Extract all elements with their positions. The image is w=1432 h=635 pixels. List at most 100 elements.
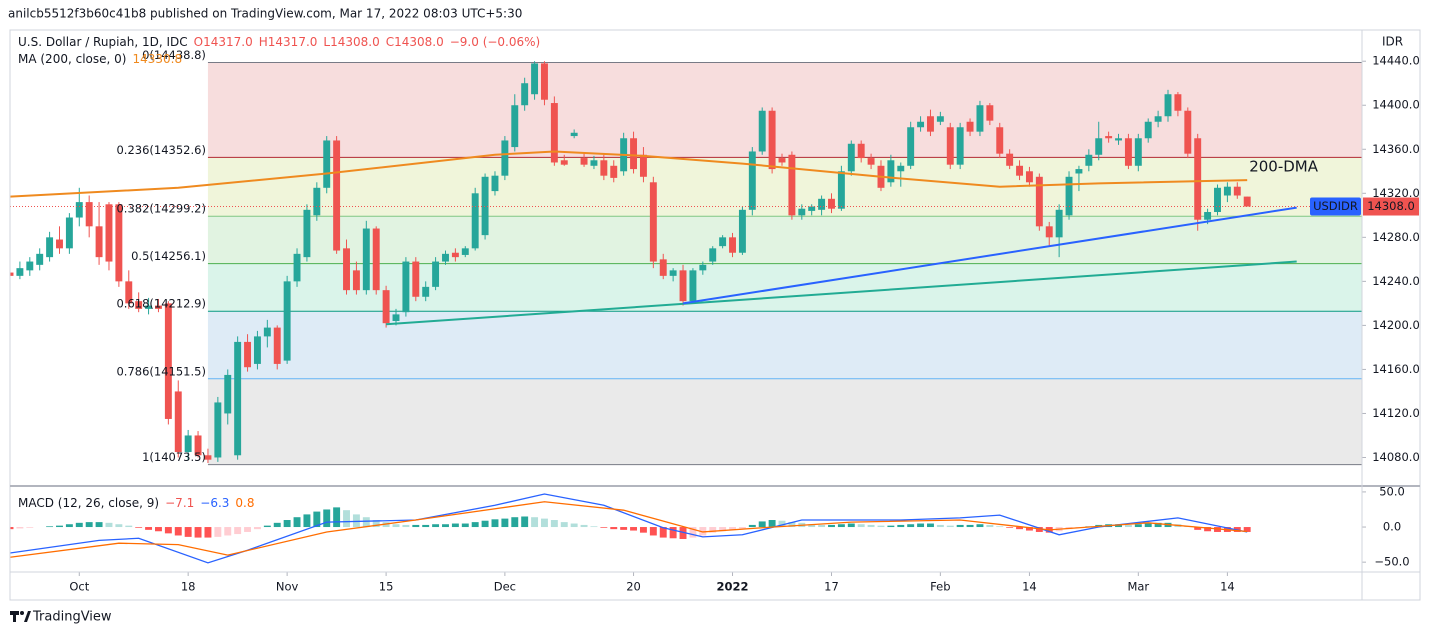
candle-body [85, 202, 93, 227]
histogram-bar [184, 527, 192, 537]
histogram-bar [1016, 527, 1024, 530]
fib-band [207, 311, 1362, 379]
candle-body [1115, 138, 1122, 141]
symbol-legend: U.S. Dollar / Rupiah, 1D, IDC O14317.0 H14… [18, 35, 540, 49]
histogram-bar [659, 527, 667, 538]
ma-value: 14330.8 [132, 52, 182, 66]
candle-body [1204, 212, 1212, 220]
histogram-bar [224, 527, 232, 536]
signal-line [10, 501, 1248, 558]
histogram-bar [244, 527, 252, 532]
candle-body [214, 402, 222, 458]
candle-body [976, 105, 984, 132]
histogram-bar [95, 522, 103, 528]
histogram-bar [10, 527, 14, 530]
histogram-bar [679, 527, 687, 539]
fib-band [207, 378, 1362, 465]
histogram-bar [26, 527, 34, 528]
histogram-bar [521, 516, 529, 528]
candle-body [719, 237, 727, 247]
y-tick-label: 14240.0 [1372, 274, 1420, 288]
x-tick-label: 20 [626, 580, 641, 594]
currency: IDR [1382, 35, 1403, 49]
fib-label: 0.236(14352.6) [116, 143, 205, 157]
candle-body [501, 140, 509, 176]
candle-body [649, 182, 657, 262]
x-tick-label: 14 [1022, 580, 1037, 594]
change: −9.0 (−0.06%) [450, 35, 541, 49]
y-tick-label: 50.0 [1379, 484, 1405, 498]
candle-body [996, 127, 1004, 154]
histogram-bar [709, 527, 717, 533]
histogram-bar [1204, 527, 1212, 532]
histogram-bar [194, 527, 202, 538]
candle-body [709, 248, 717, 262]
histogram-bar [927, 523, 934, 528]
histogram-bar [758, 521, 766, 528]
y-tick-label: 14320.0 [1372, 186, 1420, 200]
y-tick-label: 14400.0 [1372, 98, 1420, 112]
histogram-bar [986, 524, 994, 528]
x-tick-label: Oct [69, 580, 89, 594]
histogram-bar [531, 517, 539, 528]
histogram-bar [610, 527, 618, 530]
candle-body [164, 303, 172, 419]
candle-body [372, 228, 380, 291]
candle-body [610, 165, 618, 178]
fib-label: 0.786(14151.5) [116, 364, 205, 378]
macd-value: 0.8 [235, 496, 254, 510]
histogram-bar [56, 525, 63, 528]
histogram-bar [402, 524, 410, 528]
symbol-title: U.S. Dollar / Rupiah, 1D, IDC [18, 35, 188, 49]
histogram-bar [550, 520, 558, 528]
macd-value: −6.3 [200, 496, 229, 510]
candle-body [748, 151, 756, 210]
candle-body [550, 103, 558, 163]
last-price-label: 14308.0 [1367, 199, 1415, 213]
overlay: 0(14438.8) 0.236(14352.6) 0.382(14299.2) 0.… [69, 48, 1419, 593]
candle-body [333, 140, 341, 251]
histogram-bar [966, 524, 974, 528]
histogram-bar [1115, 524, 1122, 528]
y-tick-label: 14280.0 [1372, 230, 1420, 244]
candle-body [966, 121, 974, 132]
candle-body [818, 198, 826, 210]
histogram-bar [877, 525, 885, 528]
macd-title: MACD (12, 26, close, 9) [18, 496, 159, 510]
histogram-bar [630, 527, 638, 531]
histogram-bar [511, 517, 519, 528]
histogram-bar [313, 511, 321, 528]
candle-body [343, 248, 350, 291]
candle-body [778, 158, 786, 163]
candle-body [95, 226, 103, 258]
candle-body [1223, 186, 1231, 196]
histogram-bar [442, 524, 449, 528]
candle-body [1095, 138, 1103, 155]
trendline [682, 206, 1297, 305]
candle-body [1233, 186, 1241, 196]
histogram-bar [343, 510, 350, 528]
candle-body [402, 261, 410, 313]
candle-body [1075, 169, 1083, 174]
histogram-bar [253, 527, 261, 530]
fib-label: 0.382(14299.2) [116, 202, 205, 216]
histogram-bar [897, 524, 905, 528]
candle-body [293, 253, 301, 282]
histogram-bar [234, 527, 242, 535]
candle-body [303, 209, 311, 258]
candle-body [36, 253, 44, 265]
histogram-bar [936, 524, 944, 528]
candle-body [1035, 176, 1043, 227]
histogram-bar [214, 527, 222, 537]
candle-body [174, 391, 182, 452]
histogram-bar [907, 524, 915, 528]
histogram-bar [65, 524, 73, 528]
histogram-bar [392, 524, 400, 528]
histogram-bar [471, 522, 479, 528]
candle-body [639, 154, 647, 177]
candle-body [125, 281, 133, 304]
x-tick-label: Feb [930, 580, 950, 594]
candle-body [946, 127, 954, 165]
fib-label: 0.5(14256.1) [131, 249, 206, 263]
candle-body [1085, 154, 1093, 166]
